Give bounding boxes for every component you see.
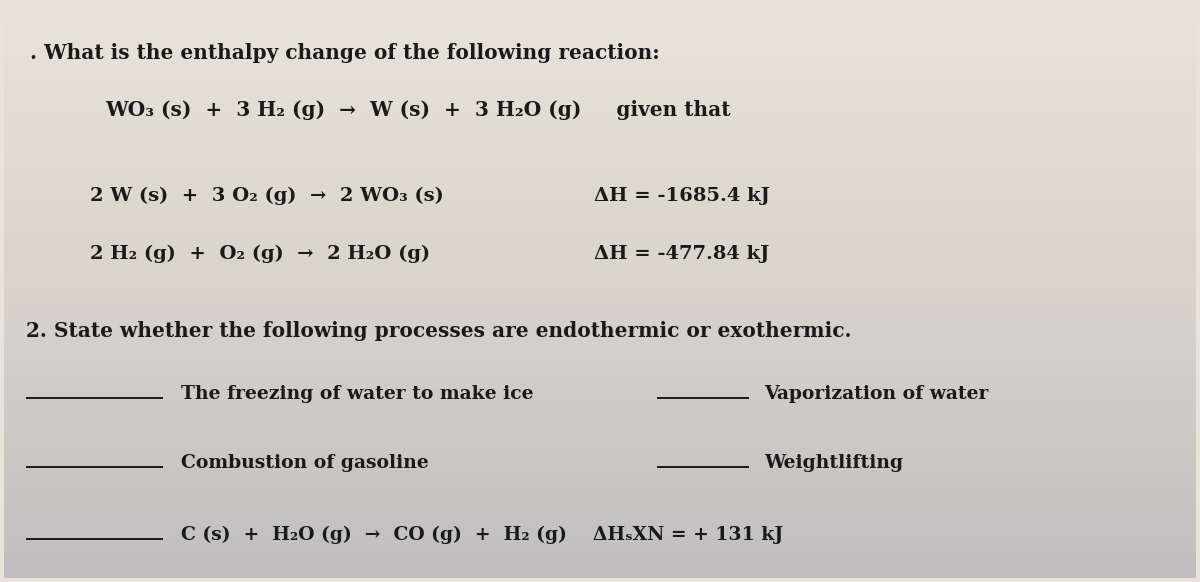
- Text: WO₃ (s)  +  3 H₂ (g)  →  W (s)  +  3 H₂O (g)     given that: WO₃ (s) + 3 H₂ (g) → W (s) + 3 H₂O (g) g…: [106, 100, 731, 120]
- Text: C (s)  +  H₂O (g)  →  CO (g)  +  H₂ (g)    ΔHₛXN = + 131 kJ: C (s) + H₂O (g) → CO (g) + H₂ (g) ΔHₛXN …: [180, 526, 782, 544]
- Text: ΔH = -477.84 kJ: ΔH = -477.84 kJ: [594, 244, 769, 262]
- Text: Combustion of gasoline: Combustion of gasoline: [180, 454, 428, 472]
- Text: 2 H₂ (g)  +  O₂ (g)  →  2 H₂O (g): 2 H₂ (g) + O₂ (g) → 2 H₂O (g): [90, 244, 430, 263]
- Text: ΔH = -1685.4 kJ: ΔH = -1685.4 kJ: [594, 187, 770, 205]
- Text: Vaporization of water: Vaporization of water: [764, 385, 989, 403]
- Text: 2 W (s)  +  3 O₂ (g)  →  2 WO₃ (s): 2 W (s) + 3 O₂ (g) → 2 WO₃ (s): [90, 187, 444, 205]
- Text: 2. State whether the following processes are endothermic or exothermic.: 2. State whether the following processes…: [25, 321, 851, 341]
- Text: Weightlifting: Weightlifting: [764, 454, 904, 472]
- Text: The freezing of water to make ice: The freezing of water to make ice: [180, 385, 533, 403]
- Text: . What is the enthalpy change of the following reaction:: . What is the enthalpy change of the fol…: [30, 43, 660, 63]
